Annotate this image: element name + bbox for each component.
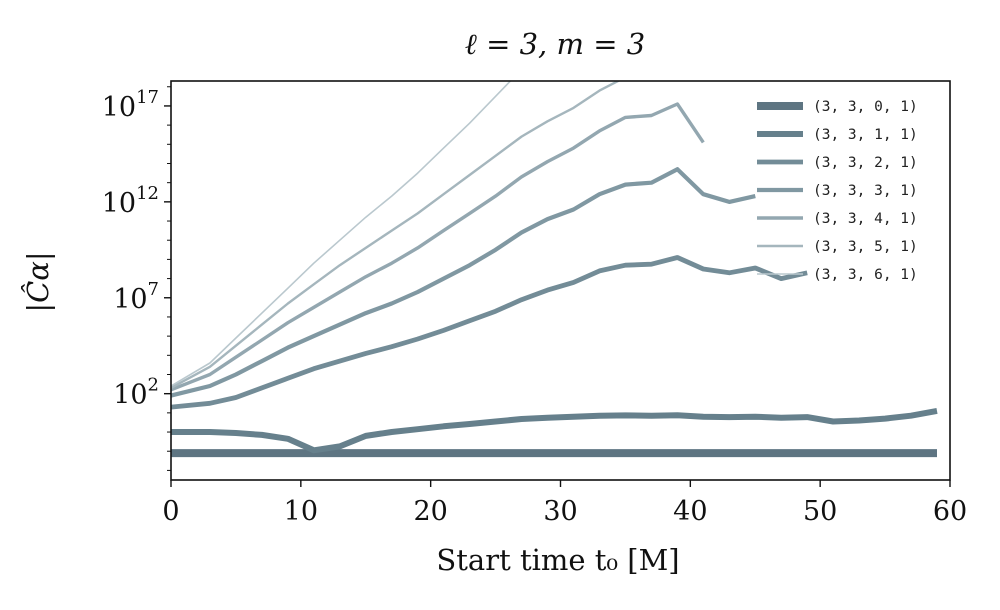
series-line-6	[171, 81, 512, 387]
legend-label: (3, 3, 4, 1)	[813, 211, 918, 227]
legend-label: (3, 3, 1, 1)	[813, 127, 918, 143]
y-tick-label: 1017	[102, 87, 159, 123]
y-tick-label: 107	[113, 279, 159, 315]
x-axis-label: Start time t₀ [M]	[436, 543, 679, 577]
y-axis-label: |Ĉα|	[20, 251, 55, 312]
x-axis-ticks: 0 10 20 30 40 50 60	[162, 480, 967, 527]
series-line-1	[171, 407, 938, 454]
x-tick-label: 0	[162, 496, 179, 527]
series-line-3	[171, 167, 756, 398]
x-tick-label: 40	[673, 496, 707, 527]
legend-label: (3, 3, 3, 1)	[813, 183, 918, 199]
series-line-2	[171, 255, 808, 410]
y-axis-ticks: 102 107 1012 1017	[102, 86, 171, 471]
x-tick-label: 60	[933, 496, 967, 527]
x-tick-label: 10	[284, 496, 318, 527]
x-tick-label: 50	[803, 496, 837, 527]
chart-title: ℓ = 3, m = 3	[465, 27, 645, 61]
legend-label: (3, 3, 0, 1)	[813, 99, 918, 115]
series-line-5	[171, 81, 621, 389]
legend-label: (3, 3, 5, 1)	[813, 239, 918, 255]
series-layer	[171, 81, 938, 458]
legend-label: (3, 3, 2, 1)	[813, 155, 918, 171]
y-tick-label: 102	[113, 375, 159, 411]
legend: (3, 3, 0, 1) (3, 3, 1, 1) (3, 3, 2, 1) (3, …	[757, 99, 918, 283]
y-tick-label: 1012	[102, 183, 159, 219]
series-line-4	[171, 102, 705, 392]
x-tick-label: 20	[413, 496, 447, 527]
x-tick-label: 30	[543, 496, 577, 527]
legend-label: (3, 3, 6, 1)	[813, 267, 918, 283]
